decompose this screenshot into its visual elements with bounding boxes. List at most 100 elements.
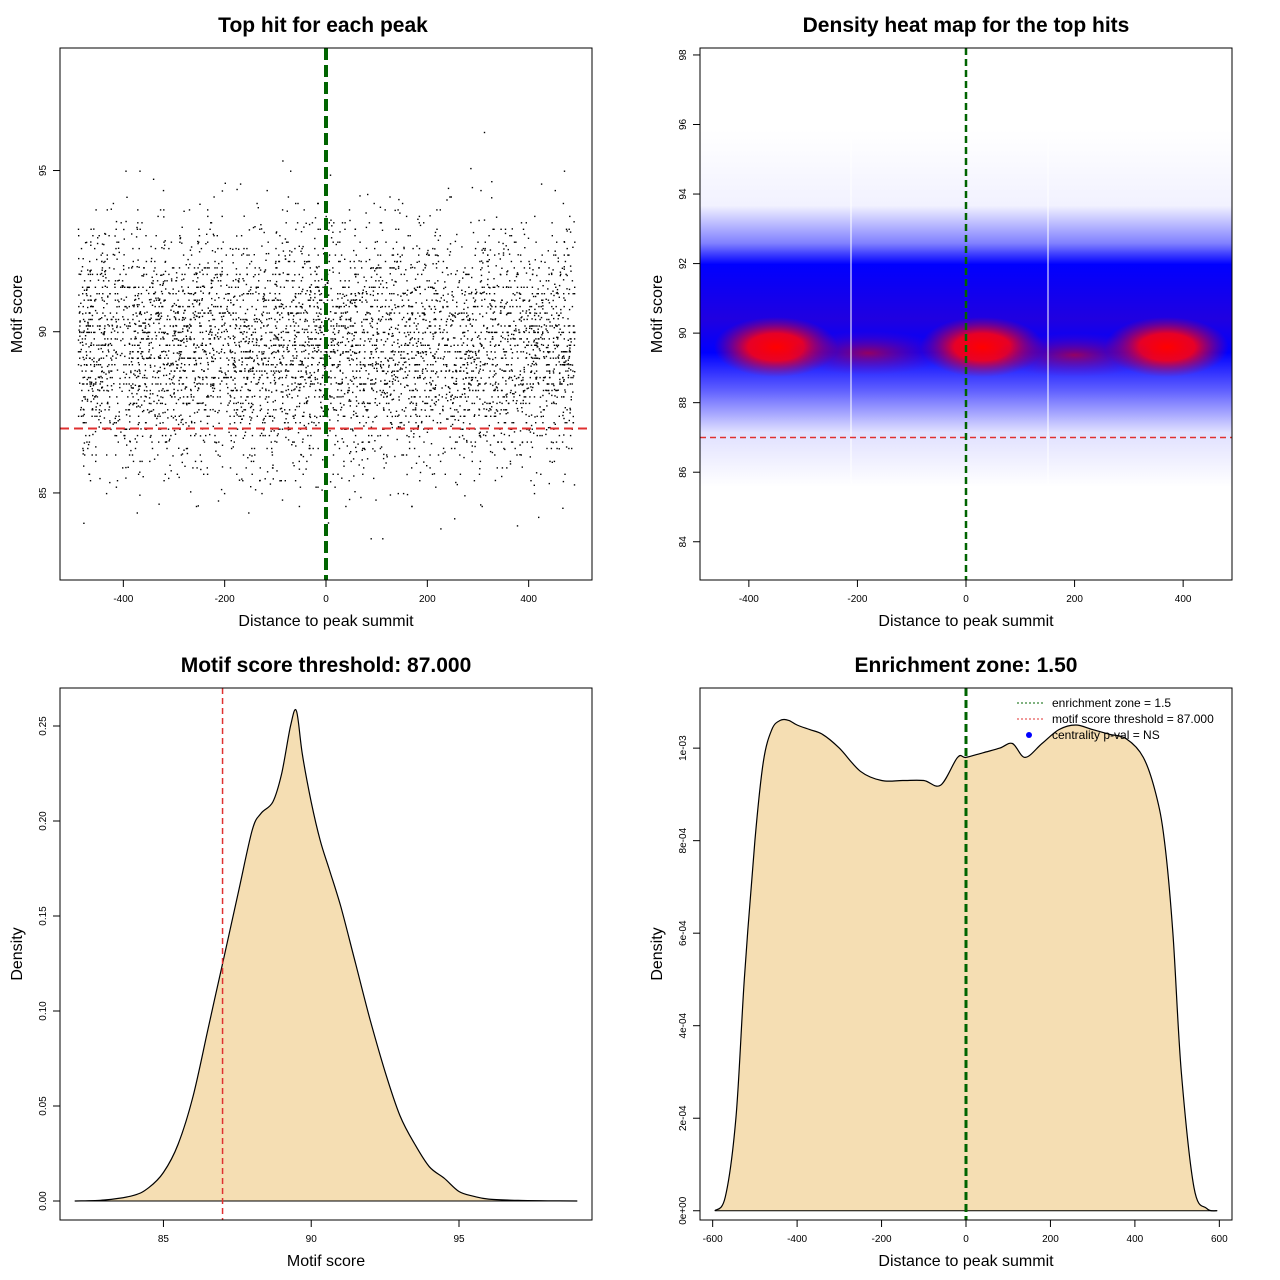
scatter-point (332, 325, 335, 327)
scatter-point (81, 389, 83, 392)
scatter-point (553, 402, 555, 405)
scatter-point (170, 309, 172, 311)
scatter-point (387, 332, 390, 335)
scatter-point (180, 376, 182, 379)
scatter-point (273, 372, 276, 374)
scatter-point (206, 383, 208, 385)
scatter-point (549, 357, 552, 359)
scatter-point (382, 351, 384, 353)
scatter-point (284, 255, 286, 257)
scatter-point (468, 376, 470, 379)
scatter-point (403, 361, 406, 364)
scatter-point (537, 338, 539, 340)
scatter-point (296, 355, 298, 357)
scatter-point (317, 254, 319, 256)
scatter-point (340, 353, 342, 356)
scatter-point (478, 370, 481, 372)
scatter-point (214, 326, 216, 328)
scatter-point (305, 370, 307, 372)
scatter-point (345, 304, 347, 306)
scatter-point (471, 267, 474, 269)
scatter-point (398, 396, 400, 398)
scatter-point (231, 357, 233, 359)
scatter-point (336, 343, 338, 345)
scatter-point (390, 411, 392, 414)
scatter-point (567, 318, 569, 320)
scatter-point (543, 338, 545, 340)
scatter-point (531, 293, 534, 295)
scatter-point (420, 344, 423, 346)
scatter-point (376, 338, 378, 341)
scatter-point (433, 402, 436, 405)
scatter-point (359, 338, 362, 340)
scatter-point (140, 351, 143, 353)
scatter-point (542, 415, 544, 417)
scatter-point (567, 254, 569, 256)
scatter-point (561, 357, 563, 359)
scatter-point (175, 293, 177, 295)
scatter-point (463, 370, 465, 372)
scatter-point (445, 324, 448, 326)
scatter-point (169, 464, 171, 466)
scatter-point (295, 422, 297, 424)
scatter-point (188, 299, 190, 301)
scatter-point (220, 305, 222, 308)
scatter-point (393, 267, 395, 269)
scatter-point (561, 441, 564, 443)
scatter-point (530, 414, 533, 416)
scatter-point (424, 344, 426, 346)
scatter-point (488, 286, 490, 288)
scatter-point (571, 447, 573, 450)
scatter-point (152, 286, 154, 288)
scatter-point (86, 288, 88, 290)
scatter-point (305, 371, 307, 373)
scatter-point (384, 379, 386, 382)
scatter-point (428, 344, 430, 346)
scatter-point (194, 377, 196, 379)
scatter-point (90, 331, 92, 334)
scatter-point (546, 447, 548, 450)
scatter-point (190, 331, 192, 334)
scatter-point (245, 467, 247, 469)
scatter-point (269, 292, 271, 294)
scatter-point (98, 325, 101, 327)
scatter-point (94, 378, 97, 380)
scatter-point (101, 381, 104, 383)
scatter-point (572, 376, 574, 379)
scatter-point (105, 373, 107, 375)
scatter-point (501, 305, 503, 308)
scatter-point (184, 317, 187, 319)
scatter-point (429, 454, 431, 456)
scatter-point (374, 402, 376, 404)
scatter-point (193, 314, 196, 316)
scatter-point (103, 332, 105, 335)
scatter-point (250, 370, 252, 372)
scatter-point (206, 233, 208, 235)
scatter-point (410, 338, 412, 340)
scatter-point (355, 273, 357, 276)
scatter-point (175, 280, 177, 282)
scatter-point (260, 335, 263, 337)
scatter-point (247, 342, 250, 345)
scatter-point (492, 318, 494, 321)
scatter-point (466, 344, 468, 346)
scatter-point (82, 356, 84, 359)
scatter-point (480, 260, 483, 262)
scatter-point (295, 351, 298, 353)
scatter-point (530, 386, 532, 388)
scatter-point (415, 289, 417, 291)
scatter-point (304, 349, 307, 351)
scatter-point (454, 316, 457, 318)
scatter-point (352, 370, 354, 372)
scatter-point (506, 396, 508, 398)
scatter-point (159, 370, 161, 372)
scatter-point (455, 377, 458, 380)
scatter-point (174, 312, 177, 314)
scatter-point (93, 365, 96, 368)
scatter-point (345, 294, 348, 297)
scatter-point (474, 254, 476, 256)
scatter-point (136, 228, 139, 230)
scatter-point (565, 370, 567, 372)
scatter-point (229, 423, 231, 425)
scatter-point (131, 357, 133, 359)
